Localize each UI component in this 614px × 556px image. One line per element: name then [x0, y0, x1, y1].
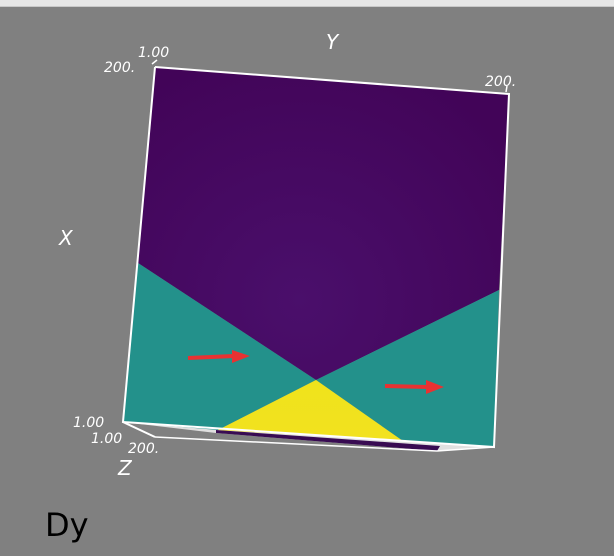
cube-z-edge: [122, 421, 156, 438]
vector-glyph-left: [187, 350, 250, 363]
cube-bottom-back-edge: [154, 436, 438, 452]
cube-bottom-edge-dark: [216, 430, 440, 451]
field-surface-right-mid-region: [316, 290, 499, 447]
field-surface-left-mid-region: [123, 263, 316, 430]
field-name-label: Dy: [45, 506, 89, 544]
tick-label-z-end: 200.: [128, 441, 159, 457]
vector-glyph-right: [384, 380, 444, 394]
window-top-strip: [0, 0, 614, 7]
tick-label-x-top: 200.: [104, 60, 135, 76]
tick-mark-top-left: [151, 59, 158, 65]
field-surface-low-region: [138, 67, 509, 380]
cube-bottom-right-edge: [436, 446, 495, 452]
axis-title-x: X: [58, 226, 74, 250]
tick-label-y-start: 1.00: [138, 45, 169, 61]
field-surface-high-region: [218, 380, 403, 441]
tick-label-y-end: 200.: [485, 74, 516, 90]
axis-title-y: Y: [326, 30, 340, 54]
tick-label-x-bottom: 1.00: [73, 415, 104, 431]
axis-title-z: Z: [117, 456, 133, 480]
tick-mark-top-right: [505, 85, 508, 93]
tick-label-z-start: 1.00: [91, 431, 122, 447]
